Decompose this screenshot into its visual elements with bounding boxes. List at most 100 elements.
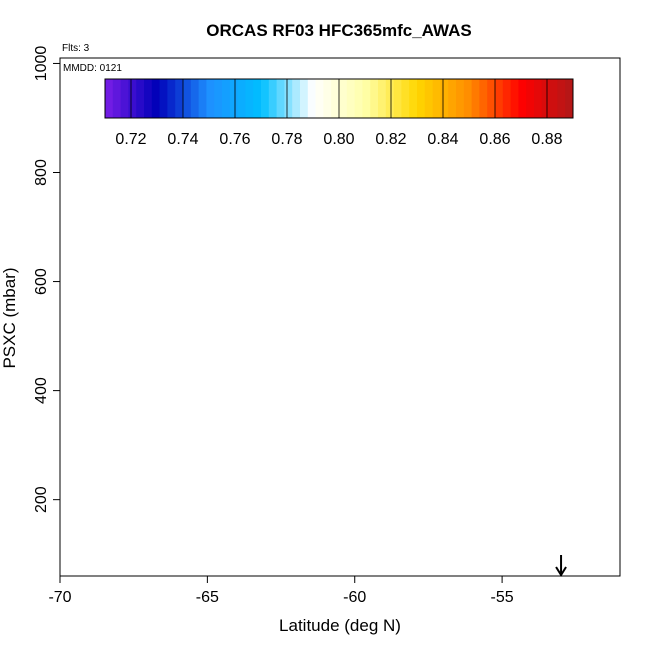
- sample-marker: [200, 122, 209, 131]
- colorbar-tick-label: 0.74: [167, 131, 198, 148]
- colorbar-swatch: [526, 79, 535, 118]
- colorbar-swatch: [261, 79, 270, 118]
- colorbar-swatch: [128, 79, 137, 118]
- colorbar-swatch: [284, 79, 293, 118]
- colorbar-swatch: [370, 79, 379, 118]
- x-tick-label: -60: [343, 589, 366, 606]
- colorbar-swatch: [456, 79, 465, 118]
- y-tick-label: 800: [33, 159, 50, 186]
- y-axis: 200 400 600 800 1000: [33, 46, 60, 513]
- colorbar-swatch: [541, 79, 551, 118]
- colorbar-swatch: [424, 79, 434, 118]
- colorbar-swatch: [518, 79, 527, 118]
- y-tick-label: 200: [33, 486, 50, 513]
- colorbar: 0.72 0.74 0.76 0.78 0.80 0.82 0.84 0.86 0.88: [104, 78, 574, 148]
- y-tick-label: 1000: [33, 46, 50, 82]
- colorbar-swatch: [495, 79, 504, 118]
- sample-marker: [229, 400, 238, 409]
- colorbar-swatch: [206, 79, 215, 118]
- colorbar-tick-label: 0.82: [375, 131, 406, 148]
- sample-marker: [347, 71, 356, 80]
- colorbar-tick-label: 0.78: [271, 131, 302, 148]
- colorbar-swatch: [339, 79, 348, 118]
- colorbar-swatch: [175, 79, 184, 118]
- colorbar-swatch: [487, 79, 496, 118]
- sample-marker: [212, 250, 221, 259]
- x-tick-label: -65: [196, 589, 219, 606]
- sample-marker: [418, 506, 427, 515]
- colorbar-tick-label: 0.76: [219, 131, 250, 148]
- colorbar-swatch: [534, 79, 543, 118]
- colorbar-swatch: [276, 79, 285, 118]
- colorbar-swatch: [557, 79, 566, 118]
- colorbar-swatch: [479, 79, 488, 118]
- x-tick-label: -70: [48, 589, 71, 606]
- colorbar-tick-label: 0.88: [531, 131, 562, 148]
- y-tick-label: 400: [33, 377, 50, 404]
- sample-marker: [330, 270, 339, 280]
- arrow-head: [555, 566, 567, 577]
- colorbar-swatch: [151, 79, 161, 118]
- colorbar-swatch: [393, 79, 402, 118]
- sample-marker: [439, 397, 448, 406]
- colorbar-swatch: [463, 79, 473, 118]
- sample-marker: [489, 288, 498, 297]
- y-tick-label: 600: [33, 268, 50, 295]
- sample-marker: [335, 147, 345, 156]
- colorbar-tick-label: 0.80: [323, 131, 354, 148]
- colorbar-swatch: [198, 79, 207, 118]
- colorbar-swatch: [409, 79, 418, 118]
- sample-marker: [492, 194, 501, 203]
- down-arrow-icon: [555, 555, 567, 577]
- colorbar-swatch: [136, 79, 145, 118]
- x-axis: -70 -65 -60 -55: [48, 576, 514, 606]
- sample-marker: [433, 506, 442, 515]
- sample-marker: [477, 506, 486, 515]
- colorbar-swatch: [237, 79, 246, 118]
- colorbar-swatch: [307, 79, 317, 118]
- sample-marker: [203, 352, 212, 361]
- colorbar-swatch: [565, 79, 574, 118]
- colorbar-swatch: [183, 79, 192, 118]
- colorbar-swatch: [167, 79, 176, 118]
- sample-marker: [91, 82, 100, 91]
- colorbar-swatch: [362, 79, 371, 118]
- colorbar-swatch: [378, 79, 387, 118]
- sample-marker: [409, 399, 418, 408]
- colorbar-swatch: [245, 79, 254, 118]
- colorbar-swatch: [323, 79, 332, 118]
- sample-marker: [123, 160, 132, 169]
- colorbar-swatch: [190, 79, 200, 118]
- date-label: MMDD: 0121: [63, 63, 122, 74]
- sample-marker: [480, 307, 489, 316]
- sample-marker: [318, 352, 327, 361]
- colorbar-swatch: [214, 79, 223, 118]
- colorbar-swatch: [268, 79, 278, 118]
- colorbar-swatch: [510, 79, 519, 118]
- colorbar-swatch: [159, 79, 168, 118]
- sample-marker: [424, 505, 433, 514]
- colorbar-swatch: [300, 79, 309, 118]
- x-axis-label: Latitude (deg N): [279, 616, 401, 635]
- flights-label: Flts: 3: [62, 43, 90, 54]
- sample-marker: [215, 506, 224, 515]
- colorbar-swatch: [105, 79, 114, 118]
- colorbar-swatch: [292, 79, 301, 118]
- sample-marker: [353, 398, 362, 407]
- sample-marker: [173, 160, 182, 169]
- plot-frame: [59, 57, 621, 577]
- colorbar-swatch: [229, 79, 239, 118]
- colorbar-swatch: [448, 79, 457, 118]
- sample-marker: [400, 506, 409, 515]
- colorbar-swatch: [120, 79, 129, 118]
- sample-marker: [427, 398, 436, 407]
- x-tick-label: -55: [491, 589, 514, 606]
- colorbar-swatch: [346, 79, 356, 118]
- colorbar-swatch: [432, 79, 441, 118]
- colorbar-swatch: [401, 79, 410, 118]
- sample-marker: [503, 122, 513, 131]
- colorbar-swatch: [315, 79, 324, 118]
- colorbar-swatch: [502, 79, 512, 118]
- colorbar-swatch: [471, 79, 480, 118]
